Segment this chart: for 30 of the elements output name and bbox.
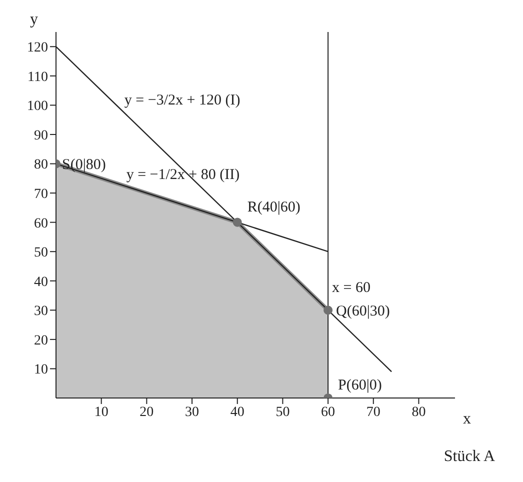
annotation: y = −3/2x + 120 (I) [124, 92, 240, 109]
y-tick-label: 40 [34, 274, 48, 290]
y-axis-title: y [30, 11, 38, 28]
y-tick-label: 20 [34, 333, 48, 348]
x-tick-label: 70 [366, 404, 380, 420]
y-tick-label: 60 [34, 216, 48, 232]
y-tick-label: 100 [27, 99, 48, 114]
y-tick-label: 80 [34, 158, 48, 173]
x-tick-label: 10 [94, 404, 108, 420]
annotation: S(0|80) [62, 157, 106, 174]
y-tick-label: 30 [34, 304, 48, 320]
annotation: x = 60 [332, 280, 371, 296]
x-tick-label: 20 [140, 404, 154, 420]
y-tick-label: 120 [27, 40, 48, 56]
annotation: P(60|0) [338, 377, 382, 394]
y-tick-label: 70 [34, 187, 48, 202]
x-axis-title: x [463, 410, 471, 428]
x-tick-label: 50 [276, 404, 290, 420]
x-tick-label: 30 [185, 404, 200, 420]
annotation: y = −1/2x + 80 (II) [126, 166, 240, 183]
y-tick-label: 110 [28, 70, 48, 85]
text: Stück A [444, 448, 495, 465]
annotation: Q(60|30) [336, 303, 390, 320]
y-tick-label: 10 [34, 362, 48, 378]
x-tick-label: 40 [230, 404, 244, 420]
y-tick-label: 90 [34, 128, 48, 144]
annotation: R(40|60) [247, 200, 300, 216]
y-tick-label: 50 [34, 246, 48, 261]
x-tick-label: 60 [321, 404, 336, 420]
x-tick-label: 80 [412, 404, 426, 420]
